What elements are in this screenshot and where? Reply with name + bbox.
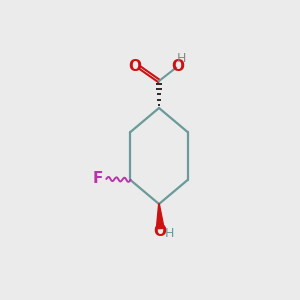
Text: O: O (171, 59, 184, 74)
Text: H: H (177, 52, 186, 65)
Text: O: O (153, 224, 166, 239)
Text: F: F (93, 171, 103, 186)
Text: H: H (165, 227, 175, 240)
Text: O: O (129, 59, 142, 74)
Polygon shape (156, 204, 164, 229)
